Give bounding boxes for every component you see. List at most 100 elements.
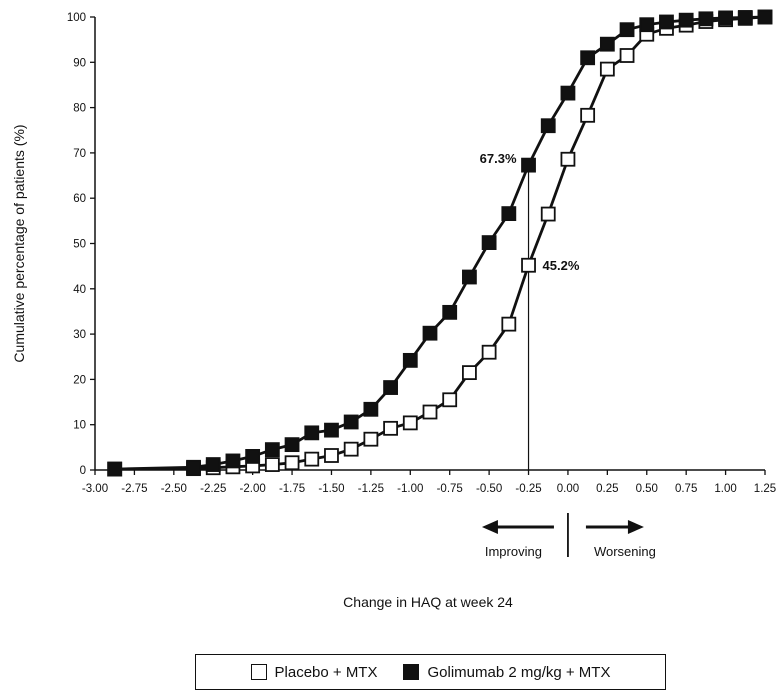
arrow-right-icon [627, 520, 644, 534]
x-tick-label: -0.50 [476, 483, 502, 495]
y-tick-label: 70 [73, 148, 86, 160]
filled-square-marker [599, 36, 615, 52]
filled-square-marker [757, 9, 773, 25]
x-tick-label: -1.50 [318, 483, 344, 495]
open-square-marker [481, 344, 497, 360]
annotation-label: 67.3% [480, 151, 517, 166]
y-tick-label: 30 [73, 329, 86, 341]
y-tick-label: 90 [73, 57, 86, 69]
open-square-marker [580, 107, 596, 123]
filled-square-marker [363, 401, 379, 417]
open-square-marker [304, 451, 320, 467]
filled-square-marker [304, 425, 320, 441]
open-square-marker [363, 431, 379, 447]
x-tick-label: 0.75 [675, 483, 697, 495]
open-square-marker [343, 441, 359, 457]
x-tick-label: -1.75 [279, 483, 305, 495]
x-tick-label: -0.25 [515, 483, 541, 495]
x-tick-label: 0.00 [557, 483, 579, 495]
open-square-marker [324, 448, 339, 463]
legend-label-placebo: Placebo + MTX [274, 663, 378, 681]
x-tick-label: 1.25 [754, 483, 776, 495]
x-tick-label: -0.75 [437, 483, 463, 495]
chart: 0 10 20 30 40 50 60 70 80 90 100 -3.00 -2.75 -2.50 -2.… [11, 9, 776, 610]
filled-square-marker [560, 85, 576, 101]
x-tick-label: -2.00 [240, 483, 266, 495]
open-square-icon [250, 664, 267, 680]
open-square-marker [462, 365, 477, 381]
x-tick-label: -1.25 [358, 483, 384, 495]
y-tick-label: 60 [73, 193, 86, 205]
open-square-marker [402, 415, 418, 431]
legend: Placebo + MTX Golimumab 2 mg/kg + MTX [195, 654, 666, 690]
open-square-marker [264, 457, 280, 472]
series-line-golimumab [114, 15, 766, 471]
filled-square-marker [462, 269, 477, 285]
filled-square-marker [343, 414, 359, 430]
open-square-marker [560, 151, 576, 167]
filled-square-marker [402, 352, 418, 368]
y-tick-label: 80 [73, 103, 86, 115]
filled-square-marker [225, 453, 241, 469]
open-square-marker [599, 61, 615, 77]
filled-square-marker [245, 449, 261, 464]
legend-label-golimumab: Golimumab 2 mg/kg + MTX [427, 663, 611, 681]
open-square-marker [442, 392, 458, 408]
y-tick-label: 10 [73, 420, 86, 432]
x-tick-label: 0.50 [636, 483, 658, 495]
open-square-marker [501, 316, 517, 332]
x-tick-label: -1.00 [397, 483, 423, 495]
filled-square-marker [264, 442, 280, 458]
filled-square-marker [659, 14, 674, 30]
y-tick-label: 100 [67, 12, 86, 24]
filled-square-marker [678, 12, 694, 28]
filled-square-marker [698, 11, 714, 27]
filled-square-icon [403, 664, 420, 680]
annotations: 67.3% 45.2% [480, 151, 580, 273]
filled-square-marker [205, 457, 221, 472]
filled-square-marker [540, 118, 556, 134]
x-tick-label: -3.00 [82, 483, 108, 495]
filled-square-marker [501, 206, 517, 222]
y-tick-label: 20 [73, 374, 86, 386]
x-tick-label: -2.50 [161, 483, 187, 495]
filled-square-marker [442, 304, 458, 320]
filled-square-marker [422, 325, 438, 341]
x-axis-title: Change in HAQ at week 24 [343, 594, 513, 610]
filled-square-marker [639, 17, 655, 33]
y-tick-label: 0 [80, 465, 86, 477]
filled-square-marker [481, 235, 497, 250]
open-square-marker [619, 48, 635, 63]
filled-square-marker [107, 461, 123, 477]
open-square-marker [383, 420, 398, 436]
series-group [107, 9, 773, 477]
filled-square-marker [580, 50, 596, 66]
x-tick-label: -2.75 [121, 483, 147, 495]
filled-square-marker [324, 422, 339, 438]
series-line-placebo [114, 15, 766, 471]
y-tick-label: 50 [73, 239, 86, 251]
direction-indicators: Improving Worsening [481, 513, 656, 559]
legend-item-placebo: Placebo + MTX [250, 663, 378, 681]
filled-square-marker [383, 380, 398, 395]
legend-item-golimumab: Golimumab 2 mg/kg + MTX [403, 664, 610, 681]
filled-square-marker [737, 10, 753, 25]
worsening-label: Worsening [594, 544, 656, 559]
open-square-marker [422, 404, 438, 420]
annotation-label: 45.2% [543, 258, 580, 273]
filled-square-marker [619, 22, 635, 38]
open-square-marker [540, 206, 556, 222]
y-tick-label: 40 [73, 284, 86, 296]
filled-square-marker [718, 10, 733, 26]
open-square-marker [284, 455, 300, 471]
x-tick-label: 0.25 [596, 483, 618, 495]
filled-square-marker [284, 437, 300, 453]
x-tick-label: 1.00 [714, 483, 736, 495]
y-axis-title: Cumulative percentage of patients (%) [11, 124, 27, 362]
arrow-left-icon [481, 520, 498, 534]
filled-square-marker [521, 157, 536, 173]
open-square-marker [521, 257, 536, 273]
filled-square-marker [186, 459, 201, 475]
x-tick-label: -2.25 [200, 483, 226, 495]
axes: 0 10 20 30 40 50 60 70 80 90 100 -3.00 -2.75 -2.50 -2.… [67, 12, 776, 495]
